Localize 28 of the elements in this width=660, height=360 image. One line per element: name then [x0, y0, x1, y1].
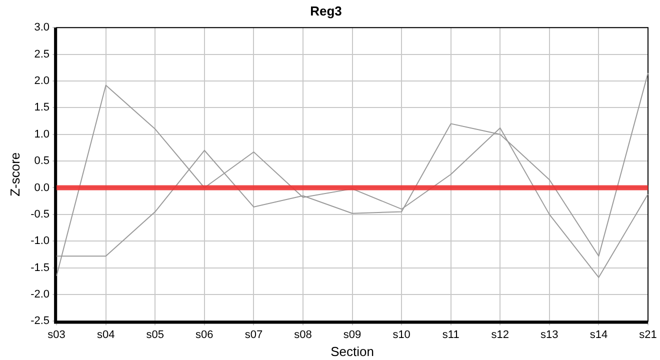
y-tick-label: -0.5	[30, 208, 50, 220]
x-tick-label: s12	[491, 328, 510, 341]
y-tick-label: 0.5	[34, 155, 50, 168]
y-tick-label: 2.5	[34, 48, 50, 60]
x-tick-label: s05	[146, 328, 164, 341]
x-tick-label: s08	[294, 328, 312, 341]
y-tick-label: 1.0	[34, 128, 50, 140]
x-tick-label: s04	[96, 328, 115, 341]
y-tick-label: 2.0	[34, 75, 50, 88]
y-tick-label: -2.5	[30, 315, 50, 328]
chart-title: Reg3	[310, 3, 342, 18]
y-tick-label: 1.5	[34, 102, 50, 114]
x-axis-title: Section	[330, 344, 374, 359]
y-tick-label: -1.0	[30, 235, 50, 248]
x-tick-label: s03	[48, 328, 66, 341]
x-tick-label: s21	[639, 328, 657, 341]
x-tick-label: s09	[343, 328, 362, 341]
y-tick-label: -2.0	[30, 288, 50, 301]
x-tick-label: s10	[392, 328, 410, 341]
y-axis-title: Z-score	[7, 152, 22, 196]
x-tick-label: s13	[540, 328, 558, 341]
x-tick-label: s07	[244, 328, 263, 341]
x-tick-label: s11	[442, 328, 460, 341]
y-tick-label: 3.0	[34, 22, 50, 34]
y-tick-label: 0.0	[34, 182, 50, 194]
x-tick-label: s14	[590, 328, 608, 341]
x-tick-label: s06	[196, 328, 214, 341]
y-tick-label: -1.5	[30, 262, 50, 274]
